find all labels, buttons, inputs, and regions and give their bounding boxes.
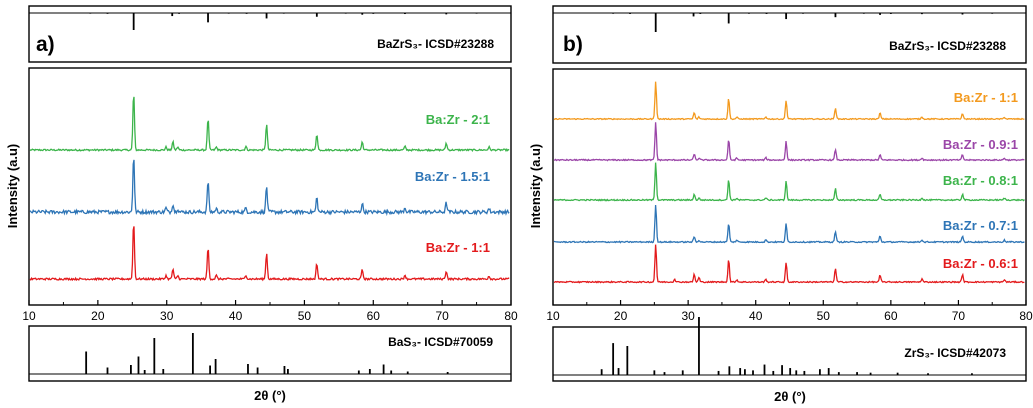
- series-line: [553, 204, 1025, 244]
- y-axis-label: Intensity (a.u): [5, 144, 20, 229]
- series-line: [29, 226, 510, 282]
- x-tick-label: 60: [367, 309, 381, 323]
- series-line: [553, 81, 1025, 121]
- x-tick-label: 20: [614, 309, 628, 323]
- series-line: [29, 159, 510, 217]
- panel-b: b) BaZrS₃- ICSD#23288 Ba:Zr - 1:1Ba:Zr -…: [528, 5, 1033, 404]
- x-tick-label: 80: [1019, 309, 1033, 323]
- series-label: Ba:Zr - 1.5:1: [415, 169, 490, 184]
- reference-bottom-label: ZrS₃- ICSD#42073: [904, 346, 1006, 360]
- x-tick-label: 10: [546, 309, 560, 323]
- reference-top-peaks: [29, 12, 511, 30]
- x-axis-label: 2θ (°): [254, 388, 286, 403]
- panel-a-main-frame: [28, 67, 512, 306]
- series-label: Ba:Zr - 0.9:1: [943, 137, 1018, 152]
- x-tick-label: 50: [817, 309, 831, 323]
- series-group: [553, 81, 1025, 284]
- series-label: Ba:Zr - 0.8:1: [943, 173, 1018, 188]
- panel-b-bottom-frame: [552, 326, 1027, 382]
- series-label: Ba:Zr - 2:1: [426, 112, 490, 127]
- x-tick-label: 80: [504, 309, 518, 323]
- reference-bottom-peaks: [29, 333, 511, 375]
- series-group: [29, 96, 510, 282]
- panel-label: b): [563, 33, 583, 56]
- x-axis-label: 2θ (°): [774, 389, 806, 404]
- x-tick-label: 70: [435, 309, 449, 323]
- reference-top-label: BaZrS₃- ICSD#23288: [377, 37, 494, 51]
- panel-a-bottom-frame: [28, 325, 512, 382]
- reference-top-peaks: [553, 12, 1026, 32]
- x-tick-label: 30: [160, 309, 174, 323]
- x-tick-label: 60: [884, 309, 898, 323]
- series-line: [29, 96, 510, 153]
- x-tick-label: 20: [91, 309, 105, 323]
- series-label: Ba:Zr - 0.7:1: [943, 218, 1018, 233]
- x-tick-label: 10: [22, 309, 36, 323]
- reference-top-label: BaZrS₃- ICSD#23288: [889, 39, 1006, 53]
- panel-a: a) BaZrS₃- ICSD#23288 Ba:Zr - 2:1Ba:Zr -…: [5, 5, 518, 403]
- x-tick-label: 70: [952, 309, 966, 323]
- x-tick-label: 40: [229, 309, 243, 323]
- x-axis-ticks: 10 20 30 40 50 60 70 80: [546, 300, 1033, 323]
- y-axis-label: Intensity (a.u): [528, 144, 543, 229]
- panel-b-top-frame: [552, 5, 1027, 64]
- series-labels: Ba:Zr - 1:1 Ba:Zr - 0.9:1 Ba:Zr - 0.8:1 Ba:…: [943, 90, 1018, 271]
- x-tick-label: 40: [749, 309, 763, 323]
- x-axis-ticks: 10 20 30 40 50 60 70 80: [22, 300, 518, 323]
- reference-bottom-label: BaS₃- ICSD#70059: [388, 335, 493, 349]
- series-label: Ba:Zr - 1:1: [954, 90, 1018, 105]
- panel-a-top-frame: [28, 5, 512, 63]
- series-label: Ba:Zr - 1:1: [426, 240, 490, 255]
- series-line: [553, 122, 1025, 162]
- series-line: [553, 244, 1025, 284]
- series-line: [553, 162, 1025, 202]
- panel-label: a): [36, 33, 55, 56]
- x-tick-label: 30: [681, 309, 695, 323]
- series-label: Ba:Zr - 0.6:1: [943, 256, 1018, 271]
- series-labels: Ba:Zr - 2:1 Ba:Zr - 1.5:1 Ba:Zr - 1:1: [415, 112, 490, 255]
- x-tick-label: 50: [298, 309, 312, 323]
- reference-bottom-peaks: [553, 317, 1026, 376]
